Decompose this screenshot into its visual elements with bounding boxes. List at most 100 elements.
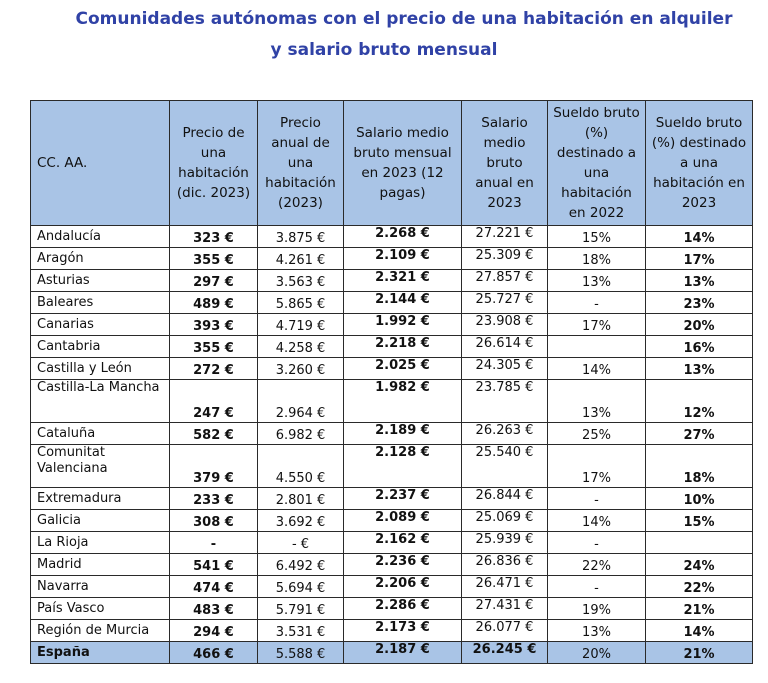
cell-annual-salary: 23.785 €	[461, 379, 548, 423]
cell-annual-salary: 26.844 €	[461, 487, 548, 510]
cell-annual-price: 4.719 €	[257, 313, 344, 336]
col-header-region: CC. AA.	[30, 100, 170, 226]
cell-region: Cantabria	[30, 335, 170, 358]
cell-pct-2022: 17%	[547, 444, 646, 488]
cell-monthly-salary: 2.089 €	[343, 509, 462, 532]
cell-room-price: 582 €	[169, 422, 258, 445]
cell-region: Galicia	[30, 509, 170, 532]
cell-pct-2023: 17%	[645, 247, 753, 270]
cell-pct-2022: 25%	[547, 422, 646, 445]
cell-annual-salary: 25.309 €	[461, 247, 548, 270]
cell-pct-2023: 23%	[645, 291, 753, 314]
cell-annual-price: 4.261 €	[257, 247, 344, 270]
cell-room-price: 297 €	[169, 269, 258, 292]
col-header-room-price: Precio de una habitación (dic. 2023)	[169, 100, 258, 226]
cell-room-price: 466 €	[169, 641, 258, 664]
cell-room-price: -	[169, 531, 258, 554]
cell-monthly-salary: 2.187 €	[343, 641, 462, 664]
cell-annual-price: 3.563 €	[257, 269, 344, 292]
cell-annual-salary: 26.836 €	[461, 553, 548, 576]
cell-annual-salary: 26.614 €	[461, 335, 548, 358]
cell-region: La Rioja	[30, 531, 170, 554]
cell-room-price: 272 €	[169, 357, 258, 380]
table-row: Cataluña 582 €6.982 €2.189 €26.263 €25% 27…	[30, 422, 753, 445]
col-header-annual-price: Precio anual de una habitación (2023)	[257, 100, 344, 226]
cell-pct-2023: 10%	[645, 487, 753, 510]
cell-annual-price: 5.791 €	[257, 597, 344, 620]
cell-room-price: 541 €	[169, 553, 258, 576]
table-row: País Vasco 483 €5.791 €2.286 €27.431 €19%…	[30, 597, 753, 620]
table-row: Castilla-La Mancha 247 €2.964 €1.982 €23.…	[30, 379, 753, 423]
col-header-pct-2022: Sueldo bruto (%) destinado a una habitac…	[547, 100, 646, 226]
cell-annual-salary: 27.221 €	[461, 225, 548, 248]
cell-annual-price: 5.865 €	[257, 291, 344, 314]
cell-annual-salary: 26.263 €	[461, 422, 548, 445]
cell-monthly-salary: 2.268 €	[343, 225, 462, 248]
cell-pct-2022: 13%	[547, 619, 646, 642]
cell-pct-2022: 13%	[547, 269, 646, 292]
title-line-1: Comunidades autónomas con el precio de u…	[75, 9, 733, 29]
cell-annual-price: - €	[257, 531, 344, 554]
cell-monthly-salary: 2.128 €	[343, 444, 462, 488]
title-line-2: y salario bruto mensual	[270, 40, 498, 60]
cell-region: Madrid	[30, 553, 170, 576]
cell-region: Andalucía	[30, 225, 170, 248]
table-row: Castilla y León 272 €3.260 €2.025 €24.305…	[30, 357, 753, 380]
cell-monthly-salary: 2.236 €	[343, 553, 462, 576]
cell-annual-salary: 25.939 €	[461, 531, 548, 554]
cell-monthly-salary: 2.025 €	[343, 357, 462, 380]
cell-annual-price: 5.588 €	[257, 641, 344, 664]
cell-room-price: 355 €	[169, 335, 258, 358]
table-row: Andalucía 323 €3.875 €2.268 €27.221 €15% 1…	[30, 225, 753, 248]
cell-annual-salary: 26.077 €	[461, 619, 548, 642]
col-header-annual-salary: Salario medio bruto anual en 2023	[461, 100, 548, 226]
cell-pct-2023: 21%	[645, 641, 753, 664]
cell-annual-salary: 27.431 €	[461, 597, 548, 620]
cell-room-price: 294 €	[169, 619, 258, 642]
cell-pct-2022: 14%	[547, 509, 646, 532]
cell-region: País Vasco	[30, 597, 170, 620]
cell-pct-2022: 13%	[547, 379, 646, 423]
cell-monthly-salary: 2.109 €	[343, 247, 462, 270]
cell-annual-salary: 25.727 €	[461, 291, 548, 314]
cell-annual-price: 2.964 €	[257, 379, 344, 423]
col-header-pct-2023: Sueldo bruto (%) destinado a una habitac…	[645, 100, 753, 226]
cell-room-price: 308 €	[169, 509, 258, 532]
cell-pct-2023: 27%	[645, 422, 753, 445]
table-total-row: España 466 €5.588 €2.187 €26.245 €20% 21%	[30, 641, 753, 664]
cell-region: Comunitat Valenciana	[30, 444, 170, 488]
cell-pct-2022: 19%	[547, 597, 646, 620]
cell-pct-2023: 18%	[645, 444, 753, 488]
cell-region: Canarias	[30, 313, 170, 336]
cell-room-price: 489 €	[169, 291, 258, 314]
cell-pct-2023: 16%	[645, 335, 753, 358]
table-row: Aragón 355 €4.261 €2.109 €25.309 €18% 17%	[30, 247, 753, 270]
table-row: Asturias 297 €3.563 €2.321 €27.857 €13% 13…	[30, 269, 753, 292]
cell-pct-2022: -	[547, 291, 646, 314]
cell-monthly-salary: 2.173 €	[343, 619, 462, 642]
cell-monthly-salary: 2.286 €	[343, 597, 462, 620]
cell-pct-2023: 13%	[645, 357, 753, 380]
table-row: Baleares 489 €5.865 €2.144 €25.727 € -23%	[30, 291, 753, 314]
cell-annual-price: 3.260 €	[257, 357, 344, 380]
cell-monthly-salary: 2.162 €	[343, 531, 462, 554]
cell-annual-price: 6.492 €	[257, 553, 344, 576]
cell-pct-2023: 24%	[645, 553, 753, 576]
cell-pct-2022: -	[547, 575, 646, 598]
cell-pct-2022: 14%	[547, 357, 646, 380]
table-row: Galicia 308 €3.692 €2.089 €25.069 €14% 15%	[30, 509, 753, 532]
cell-annual-price: 6.982 €	[257, 422, 344, 445]
cell-region: Baleares	[30, 291, 170, 314]
col-header-monthly-salary: Salario medio bruto mensual en 2023 (12 …	[343, 100, 462, 226]
cell-region: Aragón	[30, 247, 170, 270]
table-row: Canarias 393 €4.719 €1.992 €23.908 €17% 20…	[30, 313, 753, 336]
cell-annual-salary: 25.069 €	[461, 509, 548, 532]
table-row: La Rioja - - €2.162 €25.939 € -	[30, 531, 753, 554]
cell-monthly-salary: 2.218 €	[343, 335, 462, 358]
table-row: Región de Murcia 294 €3.531 €2.173 €26.07…	[30, 619, 753, 642]
cell-pct-2023: 13%	[645, 269, 753, 292]
cell-room-price: 355 €	[169, 247, 258, 270]
cell-region: Navarra	[30, 575, 170, 598]
cell-annual-salary: 27.857 €	[461, 269, 548, 292]
cell-region: Extremadura	[30, 487, 170, 510]
